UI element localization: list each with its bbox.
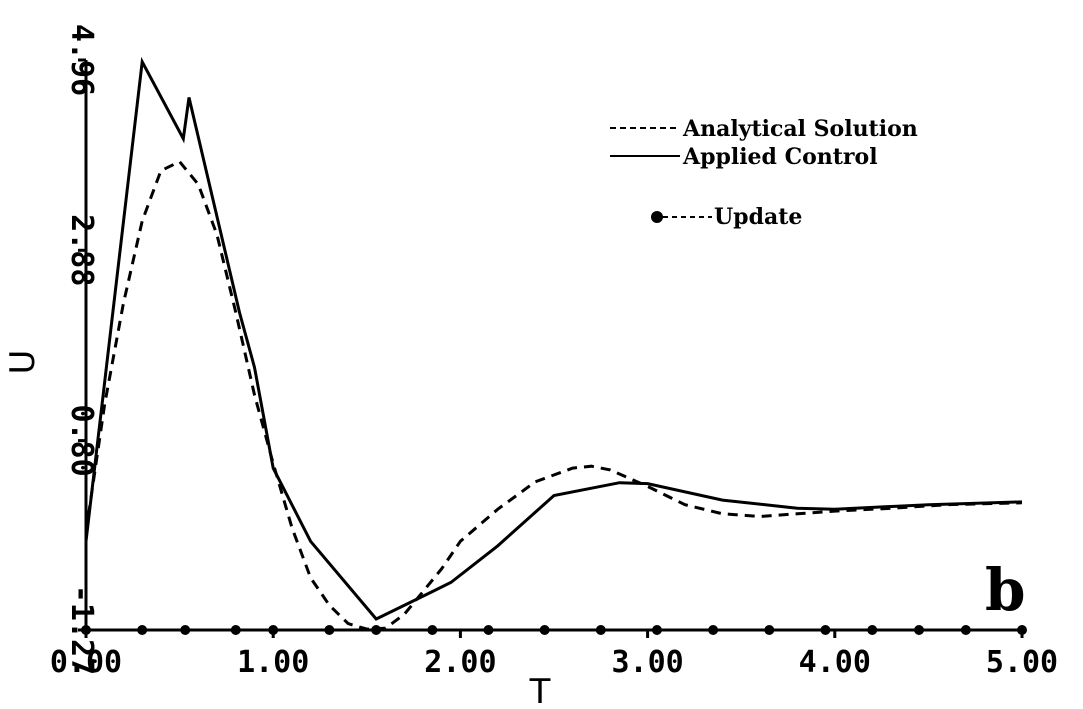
update-point — [230, 625, 241, 635]
update-point — [914, 625, 925, 635]
x-tick-label: 4.00 — [799, 645, 871, 680]
update-point — [539, 625, 550, 635]
update-point — [371, 625, 382, 635]
legend-label-analytical: Analytical Solution — [682, 116, 918, 142]
legend-label-applied: Applied Control — [682, 144, 878, 170]
panel-label: b — [985, 556, 1026, 624]
update-point — [137, 625, 148, 635]
update-point — [324, 625, 335, 635]
y-tick-label: 4.96 — [64, 24, 99, 96]
x-tick-label: 3.00 — [611, 645, 683, 680]
plot-area: 0.00 1.00 2.00 3.00 4.00 5.00 -1.27 0.80 2.88 4.9… — [50, 24, 1058, 680]
series-line-applied-control — [84, 56, 1023, 621]
update-point — [820, 625, 831, 635]
legend-swatch-update-dot — [651, 211, 663, 223]
x-tick-label: 2.00 — [424, 645, 496, 680]
series-layer — [81, 56, 1027, 635]
update-point — [427, 625, 438, 635]
x-tick-label: 0.00 — [50, 645, 122, 680]
update-point — [651, 625, 662, 635]
legend-label-update: Update — [714, 204, 802, 230]
ticks-layer: 0.00 1.00 2.00 3.00 4.00 5.00 -1.27 0.80 2.88 4.9… — [50, 24, 1058, 680]
x-axis-title: T — [529, 672, 551, 709]
x-tick-label: 5.00 — [986, 645, 1058, 680]
update-point — [708, 625, 719, 635]
legend: Analytical Solution Applied Control Upda… — [610, 116, 918, 230]
y-tick-label: -1.27 — [64, 585, 99, 675]
update-point — [764, 625, 775, 635]
y-tick-label: 2.88 — [64, 214, 99, 286]
y-tick-label: 0.80 — [64, 404, 99, 476]
update-point — [483, 625, 494, 635]
update-point — [867, 625, 878, 635]
update-point — [960, 625, 971, 635]
update-point — [180, 625, 191, 635]
x-tick-label: 1.00 — [237, 645, 309, 680]
y-axis-title: U — [3, 350, 43, 375]
series-line-analytical-solution — [84, 159, 1023, 631]
update-point — [595, 625, 606, 635]
